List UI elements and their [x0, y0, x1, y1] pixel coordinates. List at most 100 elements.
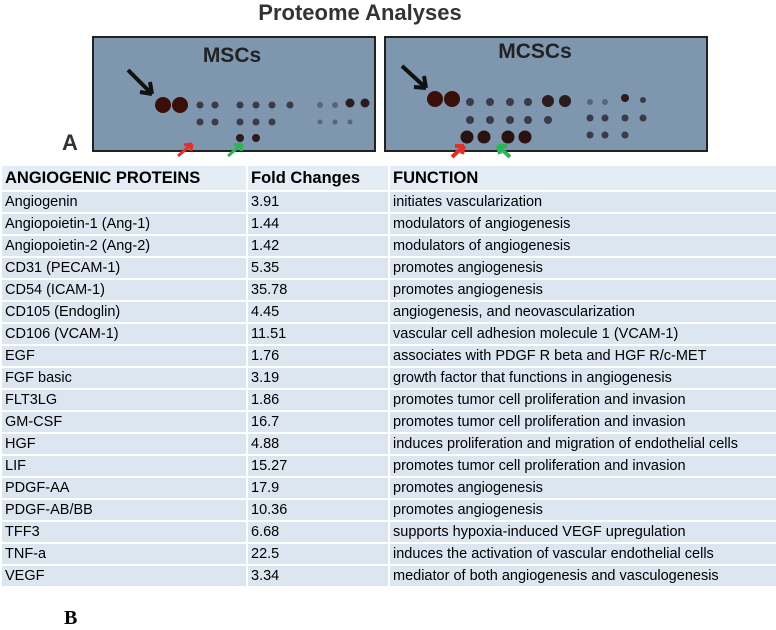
table: ANGIOGENIC PROTEINS Fold Changes FUNCTION … — [0, 164, 776, 588]
blot-dot — [196, 118, 204, 126]
table-row: CD31 (PECAM-1) 5.35 promotes angiogenesis — [0, 256, 776, 280]
function: promotes tumor cell proliferation and in… — [388, 410, 776, 434]
function: promotes tumor cell proliferation and in… — [388, 388, 776, 412]
protein-name: PDGF-AA — [0, 476, 248, 500]
blot-dot — [236, 118, 244, 126]
table-row: EGF 1.76 associates with PDGF R beta and H… — [0, 344, 776, 368]
arrow-green — [227, 142, 244, 158]
blot-dot — [501, 130, 515, 144]
blot-dot — [506, 116, 514, 124]
fold-change: 3.91 — [246, 190, 390, 214]
blot-label: MCSCs — [498, 40, 572, 63]
arrow-red — [177, 142, 194, 158]
protein-name: LIF — [0, 454, 248, 478]
fold-change: 10.36 — [246, 498, 390, 522]
table-row: LIF 15.27 promotes tumor cell proliferatio… — [0, 454, 776, 478]
fold-change: 1.42 — [246, 234, 390, 258]
table-row: VEGF 3.34 mediator of both angiogenesis an… — [0, 564, 776, 588]
function: promotes angiogenesis — [388, 498, 776, 522]
protein-name: TNF-a — [0, 542, 248, 566]
blot-dot — [155, 97, 171, 113]
table-row: FLT3LG 1.86 promotes tumor cell proliferat… — [0, 388, 776, 412]
blot-dot — [601, 131, 609, 139]
blot-label: MSCs — [203, 44, 261, 67]
blot-dot — [602, 99, 608, 105]
blot-dot — [621, 114, 629, 122]
function: promotes angiogenesis — [388, 256, 776, 280]
column-header: FUNCTION — [388, 164, 776, 192]
blot-dot — [268, 118, 276, 126]
fold-change: 15.27 — [246, 454, 390, 478]
protein-name: Angiopoietin-1 (Ang-1) — [0, 212, 248, 236]
protein-name: TFF3 — [0, 520, 248, 544]
table-row: CD54 (ICAM-1) 35.78 promotes angiogenesis — [0, 278, 776, 302]
protein-name: CD31 (PECAM-1) — [0, 256, 248, 280]
function: promotes angiogenesis — [388, 476, 776, 500]
function: mediator of both angiogenesis and vascul… — [388, 564, 776, 588]
figure-title: Proteome Analyses — [258, 0, 462, 25]
protein-name: FGF basic — [0, 366, 248, 390]
protein-name: PDGF-AB/BB — [0, 498, 248, 522]
table-row: TFF3 6.68 supports hypoxia-induced VEGF up… — [0, 520, 776, 544]
blot-dot — [518, 130, 532, 144]
header-row: ANGIOGENIC PROTEINS Fold Changes FUNCTION — [0, 164, 776, 192]
blot-dot — [332, 102, 338, 108]
function: associates with PDGF R beta and HGF R/c-… — [388, 344, 776, 368]
protein-name: Angiopoietin-2 (Ang-2) — [0, 234, 248, 258]
column-header: Fold Changes — [246, 164, 390, 192]
fold-change: 3.34 — [246, 564, 390, 588]
blot-dot — [486, 116, 494, 124]
function: induces proliferation and migration of e… — [388, 432, 776, 456]
function: induces the activation of vascular endot… — [388, 542, 776, 566]
blot-dot — [317, 102, 323, 108]
function: supports hypoxia-induced VEGF upregulati… — [388, 520, 776, 544]
table-row: Angiopoietin-1 (Ang-1) 1.44 modulators of … — [0, 212, 776, 236]
fold-change: 1.44 — [246, 212, 390, 236]
blot-dots — [155, 91, 647, 144]
fold-change: 35.78 — [246, 278, 390, 302]
blot-dot — [466, 116, 474, 124]
protein-name: GM-CSF — [0, 410, 248, 434]
blot-dot — [347, 119, 353, 125]
fold-change: 11.51 — [246, 322, 390, 346]
blot-dot — [544, 116, 552, 124]
blot-dot — [524, 98, 532, 106]
fold-change: 3.19 — [246, 366, 390, 390]
blot-dot — [252, 101, 260, 109]
blot-dot — [621, 94, 629, 102]
blot-dot — [477, 130, 491, 144]
arrows — [126, 64, 428, 96]
blot-dot — [639, 114, 647, 122]
table-row: HGF 4.88 induces proliferation and migrati… — [0, 432, 776, 456]
blot-dot — [172, 97, 188, 113]
fold-change: 6.68 — [246, 520, 390, 544]
blot-dot — [196, 101, 204, 109]
fold-change: 17.9 — [246, 476, 390, 500]
blot-dot — [542, 95, 554, 107]
function: modulators of angiogenesis — [388, 234, 776, 258]
protein-name: CD105 (Endoglin) — [0, 300, 248, 324]
protein-name: FLT3LG — [0, 388, 248, 412]
fold-change: 5.35 — [246, 256, 390, 280]
blot-dot — [252, 134, 260, 142]
blot-dot — [252, 118, 260, 126]
blot-dot — [317, 119, 323, 125]
blot-dot — [621, 131, 629, 139]
panel-label: A — [62, 130, 78, 155]
function: promotes angiogenesis — [388, 278, 776, 302]
blot-dot — [586, 114, 594, 122]
fold-change: 4.88 — [246, 432, 390, 456]
blot-dot — [506, 98, 514, 106]
panel-label: B — [64, 607, 78, 629]
blot-dot — [466, 98, 474, 106]
table-row: TNF-a 22.5 induces the activation of vascu… — [0, 542, 776, 566]
blot-dot — [524, 116, 532, 124]
fold-change: 1.86 — [246, 388, 390, 412]
blot-dot — [211, 118, 219, 126]
table-row: CD106 (VCAM-1) 11.51 vascular cell adhesio… — [0, 322, 776, 346]
blot-dot — [444, 91, 460, 107]
protein-name: Angiogenin — [0, 190, 248, 214]
table-row: GM-CSF 16.7 promotes tumor cell proliferat… — [0, 410, 776, 434]
function: angiogenesis, and neovascularization — [388, 300, 776, 324]
